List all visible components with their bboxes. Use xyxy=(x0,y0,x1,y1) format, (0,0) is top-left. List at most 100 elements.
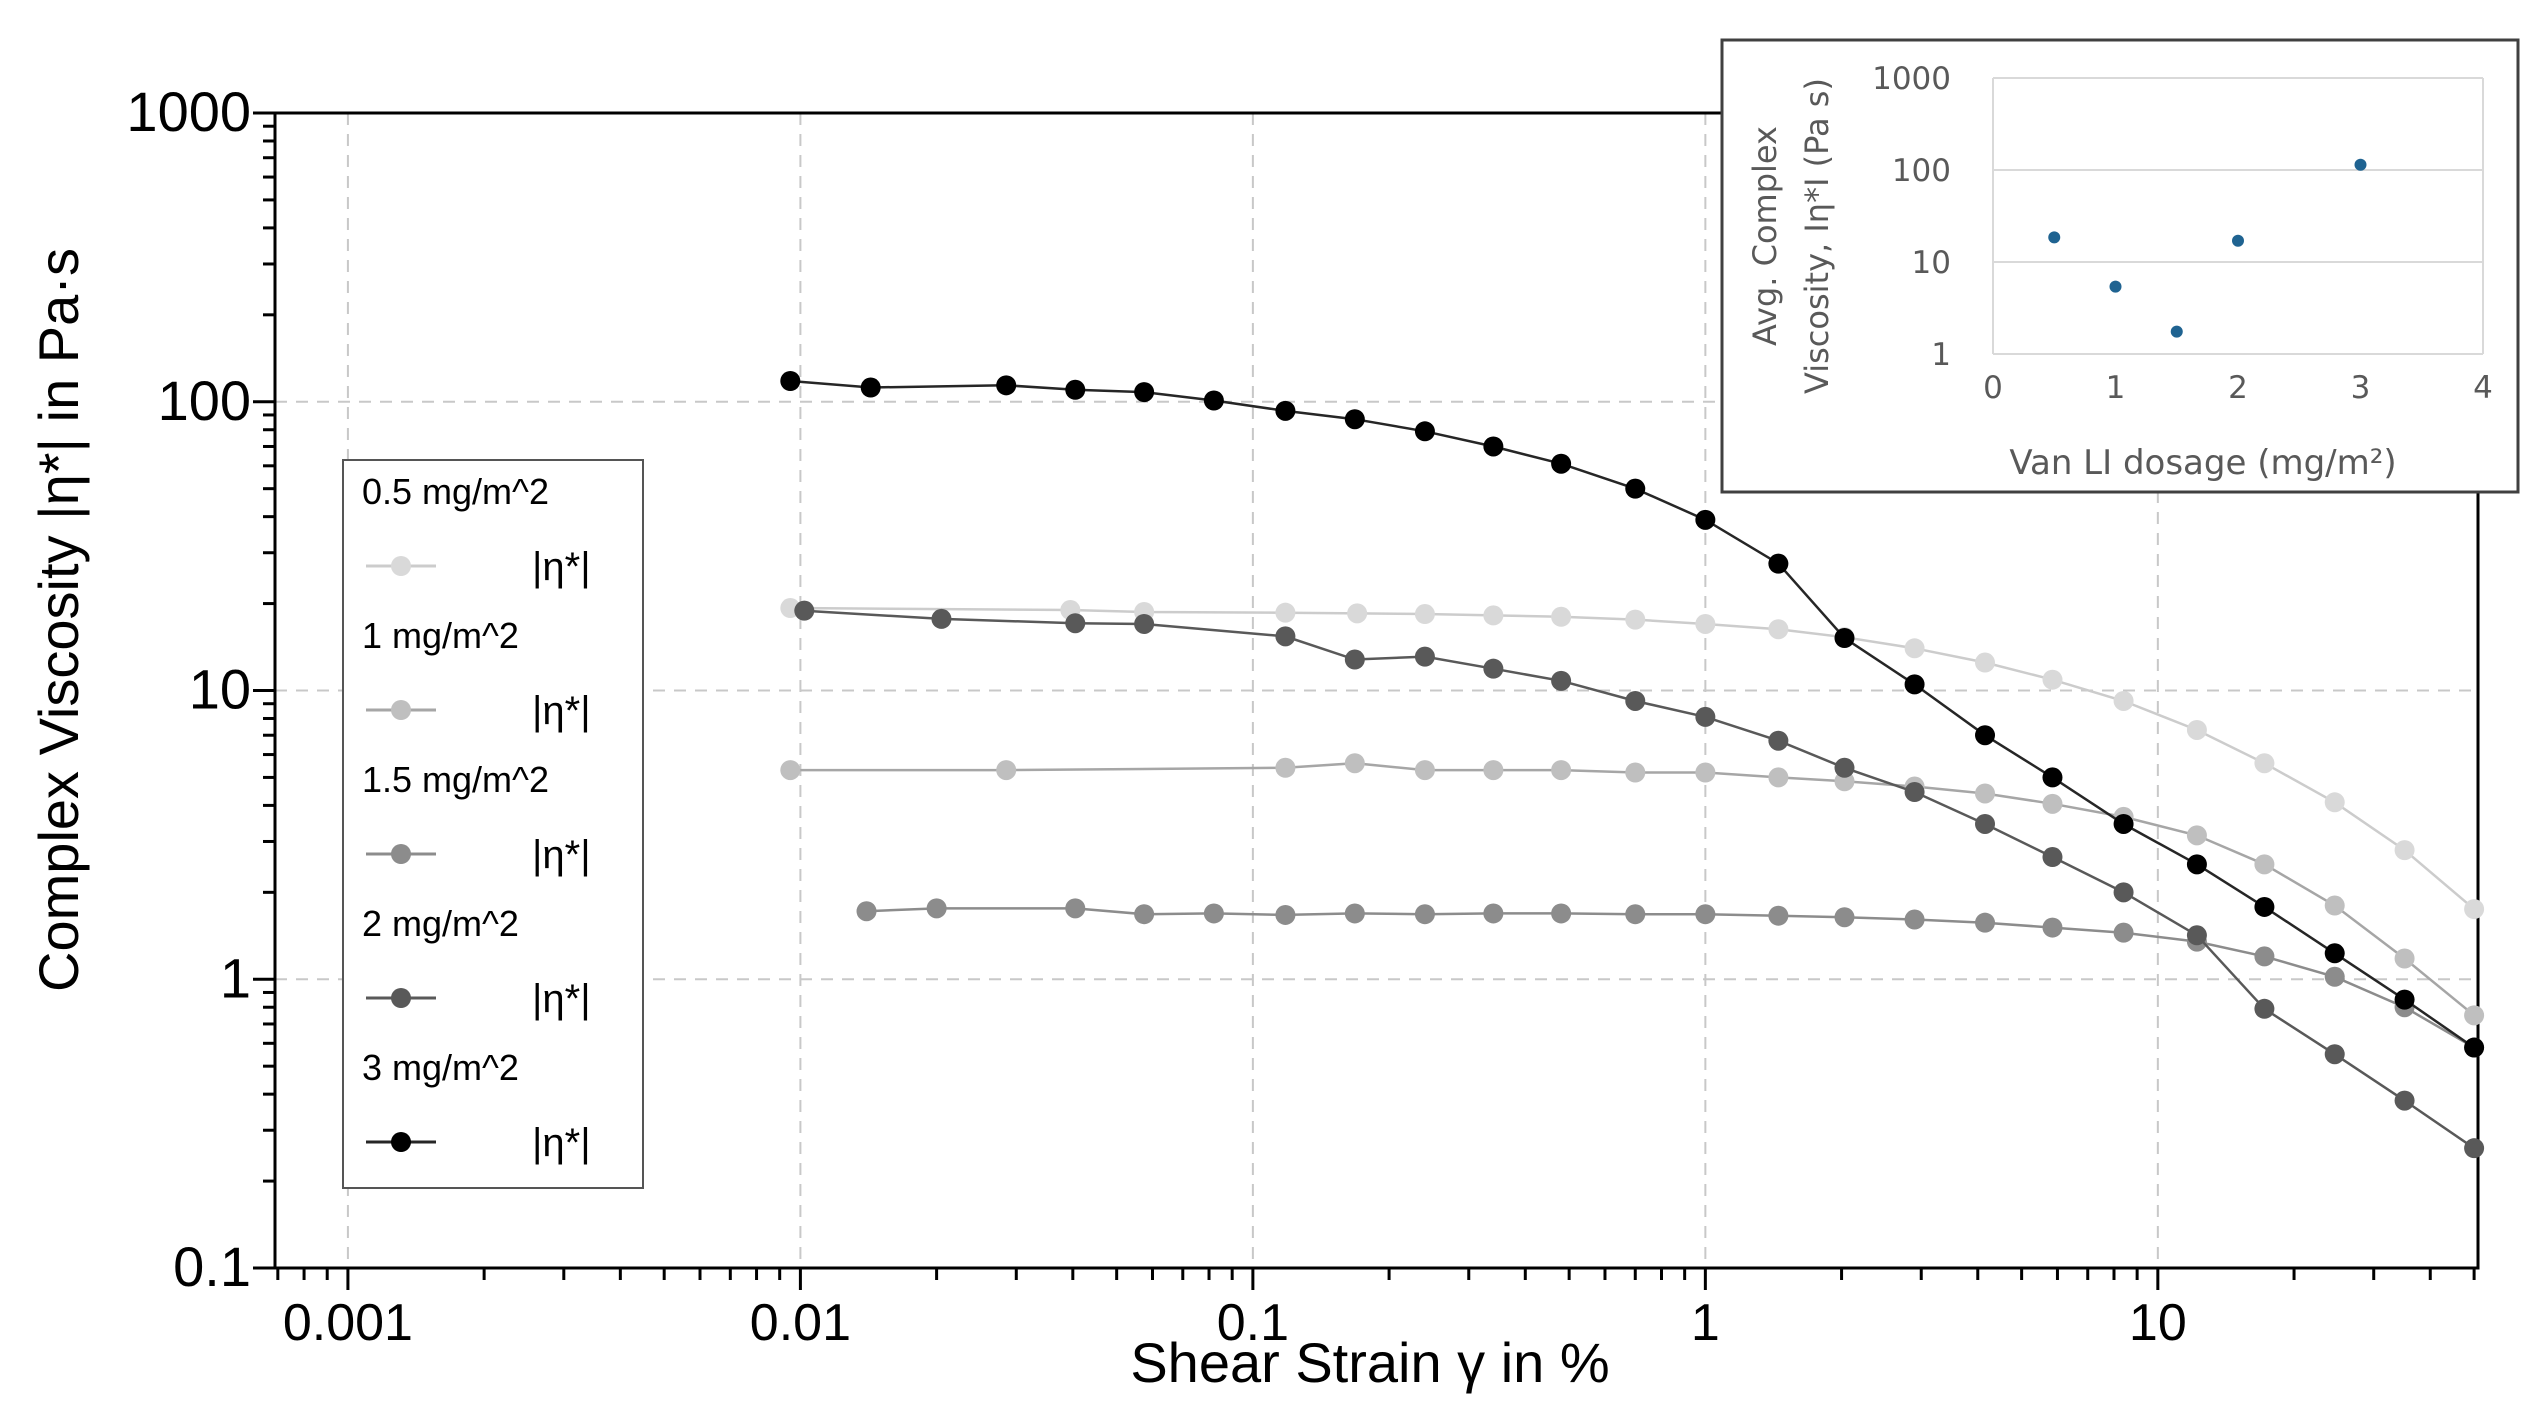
data-point xyxy=(856,901,877,922)
data-point xyxy=(1834,907,1855,928)
data-point xyxy=(2042,767,2063,788)
data-point xyxy=(2254,753,2275,774)
data-point xyxy=(1625,609,1646,630)
y-tick-label: 0.1 xyxy=(173,1235,251,1298)
data-point xyxy=(1344,903,1365,924)
data-point xyxy=(2394,989,2415,1010)
series-3-mg-m-2 xyxy=(780,370,2485,1058)
data-point xyxy=(1975,813,1996,834)
data-point xyxy=(2464,1037,2485,1058)
inset-y-tick-label: 1 xyxy=(1931,337,1951,373)
legend-item: 2 mg/m^2 |η*| xyxy=(362,903,591,1021)
data-point xyxy=(1904,782,1925,803)
legend-marker xyxy=(391,700,411,720)
legend-series-name: 2 mg/m^2 xyxy=(362,903,519,944)
data-point xyxy=(1768,553,1789,574)
data-point xyxy=(2042,669,2063,690)
inset-y-tick-label: 100 xyxy=(1892,153,1951,189)
x-tick-label: 10 xyxy=(2129,1294,2187,1352)
legend-items: 0.5 mg/m^2 |η*| 1 mg/m^2 |η*| 1.5 mg/m^2 |η*|… xyxy=(362,471,591,1165)
data-point xyxy=(1134,382,1155,403)
data-point xyxy=(1625,690,1646,711)
data-point xyxy=(2254,854,2275,875)
data-point xyxy=(1134,904,1155,925)
y-tick-label: 10 xyxy=(189,658,251,721)
data-point xyxy=(2394,1090,2415,1111)
legend-marker xyxy=(391,1132,411,1152)
data-point xyxy=(2254,896,2275,917)
data-point xyxy=(1551,606,1572,627)
data-point xyxy=(1768,905,1789,926)
y-tick-label: 1 xyxy=(220,946,251,1009)
data-point xyxy=(926,898,947,919)
legend-series-label: |η*| xyxy=(532,689,591,733)
data-point xyxy=(2254,998,2275,1019)
inset-y-axis-title-line-1: Avg. Complex xyxy=(1746,126,1784,346)
inset-frame xyxy=(1720,38,2520,494)
data-point xyxy=(2464,1005,2485,1026)
main-series xyxy=(780,370,2485,1159)
data-point xyxy=(780,760,801,781)
legend-item: 0.5 mg/m^2 |η*| xyxy=(362,471,591,589)
legend-series-label: |η*| xyxy=(532,1121,591,1165)
data-point xyxy=(1483,903,1504,924)
data-point xyxy=(1414,604,1435,625)
inset-x-tick-label: 1 xyxy=(2106,370,2126,406)
inset-data-point xyxy=(2354,158,2367,171)
data-point xyxy=(1625,762,1646,783)
data-point xyxy=(1065,613,1086,634)
series-line xyxy=(790,761,2475,1017)
data-point xyxy=(1695,904,1716,925)
data-point xyxy=(1483,605,1504,626)
legend-item: 1 mg/m^2 |η*| xyxy=(362,615,591,733)
data-point xyxy=(1203,903,1224,924)
data-point xyxy=(2394,840,2415,861)
data-point xyxy=(2324,966,2345,987)
data-point xyxy=(1768,730,1789,751)
data-point xyxy=(2113,882,2134,903)
data-point xyxy=(2113,690,2134,711)
data-point xyxy=(1695,762,1716,783)
data-point xyxy=(1695,613,1716,634)
y-tick-label: 100 xyxy=(158,369,251,432)
inset-y-axis-title: Avg. Complex Viscosity, Iη*I (Pa s) xyxy=(1746,78,1836,394)
legend-marker xyxy=(391,556,411,576)
series-line xyxy=(790,379,2475,1049)
inset-data-point xyxy=(2048,231,2061,244)
data-point xyxy=(1414,421,1435,442)
data-point xyxy=(1834,757,1855,778)
data-point xyxy=(1768,619,1789,640)
data-point xyxy=(1551,453,1572,474)
legend-marker xyxy=(391,844,411,864)
data-point xyxy=(1344,649,1365,670)
data-point xyxy=(1625,478,1646,499)
data-point xyxy=(1203,390,1224,411)
inset-y-tick-label: 1000 xyxy=(1872,61,1951,97)
data-point xyxy=(1134,613,1155,634)
data-point xyxy=(794,600,815,621)
data-point xyxy=(2324,792,2345,813)
data-point xyxy=(1275,400,1296,421)
data-point xyxy=(1414,904,1435,925)
data-point xyxy=(996,760,1017,781)
data-point xyxy=(1695,509,1716,530)
data-point xyxy=(1904,638,1925,659)
inset-x-tick-label: 2 xyxy=(2228,370,2248,406)
data-point xyxy=(1975,912,1996,933)
data-point xyxy=(1344,409,1365,430)
series-line xyxy=(804,609,2475,1150)
x-axis-title: Shear Strain γ in % xyxy=(1130,1331,1609,1394)
inset-data-point xyxy=(2170,325,2183,338)
data-point xyxy=(2042,847,2063,868)
data-point xyxy=(1904,909,1925,930)
data-point xyxy=(1551,670,1572,691)
data-point xyxy=(1695,706,1716,727)
y-tick-label: 1000 xyxy=(126,80,251,143)
data-point xyxy=(1904,674,1925,695)
series-2-mg-m-2 xyxy=(794,600,2485,1159)
legend-series-label: |η*| xyxy=(532,833,591,877)
inset-data-point xyxy=(2232,234,2244,247)
